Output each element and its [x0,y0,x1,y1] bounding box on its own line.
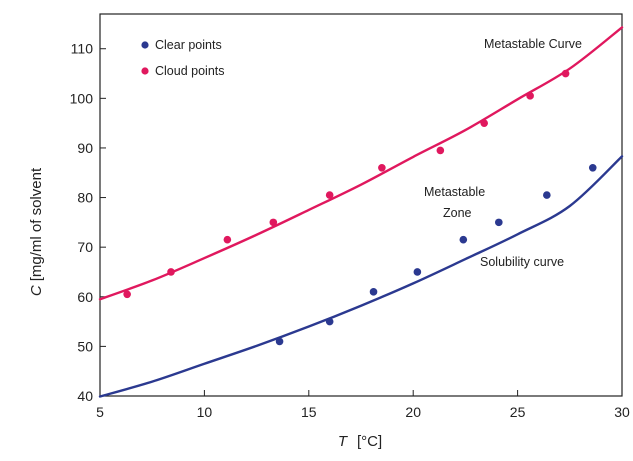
clear-point-4 [413,268,422,276]
legend-label-cloud-points: Cloud points [155,64,225,78]
cloud-point-3 [223,235,232,244]
cloud-point-1 [123,290,131,299]
y-axis-variable: C [28,285,45,296]
y-tick-label-60: 60 [77,289,93,305]
y-axis-title: C [mg/ml of solvent [28,167,45,296]
legend-label-clear-points: Clear points [155,38,222,52]
legend-marker-clear-points [141,41,149,49]
cloud-point-8 [480,119,488,127]
plot-frame [99,13,623,397]
y-tick-label-80: 80 [77,190,93,206]
annotation-metastable-zone-line2: Zone [443,206,472,220]
cloud-point-4 [269,218,278,227]
annotation-solubility-curve: Solubility curve [480,255,564,269]
cloud-point-7 [436,146,445,155]
x-tick-label-25: 25 [510,404,526,420]
cloud-point-9 [526,92,534,100]
y-tick-label-50: 50 [77,338,93,354]
x-tick-label-20: 20 [405,404,421,420]
cloud-point-6 [378,163,386,172]
solubility-curve-line [98,155,624,398]
y-tick-label-90: 90 [77,140,93,156]
annotation-metastable-zone-line1: Metastable [424,185,485,199]
x-tick-label-5: 5 [96,404,104,420]
metastable-curve-line [98,26,624,301]
y-tick-label-100: 100 [70,90,94,106]
y-tick-label-70: 70 [77,239,93,255]
x-tick-label-15: 15 [301,404,317,420]
legend: Clear points Cloud points [141,38,225,78]
clear-point-1 [275,337,284,346]
x-tick-label-30: 30 [614,404,630,420]
x-axis-title: T [°C] [338,433,382,450]
y-tick-label-110: 110 [71,41,94,57]
clear-point-6 [495,218,503,227]
points-layer [123,69,597,346]
cloud-point-10 [561,69,570,78]
x-tick-label-10: 10 [197,404,213,420]
legend-marker-cloud-points [141,67,149,75]
clear-point-5 [459,235,468,244]
annotation-metastable-curve: Metastable Curve [484,37,582,51]
clear-point-3 [369,288,378,296]
ticks-layer: 5 10 15 20 25 30 40 50 60 70 80 90 100 110 [70,41,630,420]
clear-point-2 [325,317,334,326]
cloud-point-2 [167,268,175,276]
clear-point-7 [543,191,551,199]
y-axis-unit: [mg/ml of solvent [28,167,45,281]
x-axis-variable: T [338,433,349,450]
clear-point-8 [588,163,597,172]
x-axis-unit: [°C] [357,433,382,450]
curves-layer [98,26,624,398]
y-tick-label-40: 40 [77,388,93,404]
cloud-point-5 [325,191,334,199]
